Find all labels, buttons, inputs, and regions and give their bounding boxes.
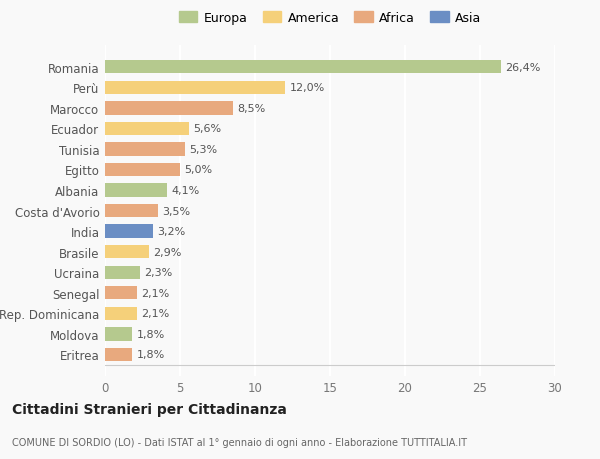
Bar — [105, 123, 189, 136]
Bar — [105, 184, 167, 197]
Text: 3,2%: 3,2% — [157, 227, 186, 237]
Text: 5,6%: 5,6% — [193, 124, 221, 134]
Bar — [105, 348, 132, 361]
Legend: Europa, America, Africa, Asia: Europa, America, Africa, Asia — [176, 9, 484, 27]
Bar — [105, 81, 285, 95]
Text: 2,1%: 2,1% — [141, 309, 169, 319]
Bar — [105, 204, 157, 218]
Bar — [105, 307, 137, 320]
Text: 1,8%: 1,8% — [137, 350, 165, 360]
Text: 8,5%: 8,5% — [237, 104, 265, 113]
Text: 2,9%: 2,9% — [153, 247, 181, 257]
Text: 12,0%: 12,0% — [290, 83, 325, 93]
Text: 5,3%: 5,3% — [189, 145, 217, 155]
Bar — [105, 246, 149, 259]
Text: 26,4%: 26,4% — [505, 62, 541, 73]
Text: 2,1%: 2,1% — [141, 288, 169, 298]
Bar — [105, 163, 180, 177]
Bar — [105, 143, 185, 156]
Text: 1,8%: 1,8% — [137, 329, 165, 339]
Text: Cittadini Stranieri per Cittadinanza: Cittadini Stranieri per Cittadinanza — [12, 402, 287, 416]
Bar — [105, 266, 139, 280]
Text: COMUNE DI SORDIO (LO) - Dati ISTAT al 1° gennaio di ogni anno - Elaborazione TUT: COMUNE DI SORDIO (LO) - Dati ISTAT al 1°… — [12, 437, 467, 447]
Bar — [105, 328, 132, 341]
Text: 3,5%: 3,5% — [162, 206, 190, 216]
Bar — [105, 225, 153, 238]
Text: 5,0%: 5,0% — [185, 165, 212, 175]
Bar — [105, 286, 137, 300]
Text: 2,3%: 2,3% — [144, 268, 172, 278]
Bar — [105, 102, 233, 115]
Bar — [105, 61, 501, 74]
Text: 4,1%: 4,1% — [171, 185, 199, 196]
